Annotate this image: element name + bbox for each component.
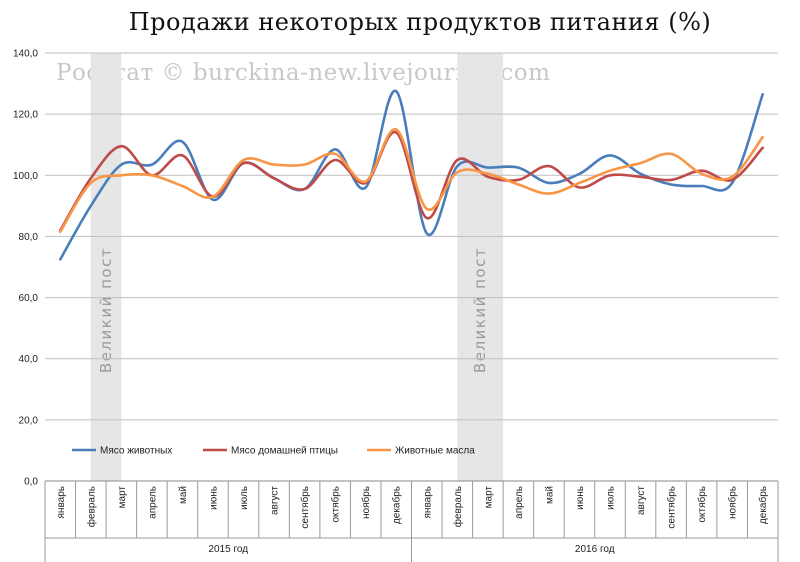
x-tick-label: март xyxy=(483,486,494,509)
x-tick-label: сентябрь xyxy=(666,486,678,529)
x-tick-label: апрель xyxy=(147,486,158,519)
series-lines xyxy=(59,89,764,261)
y-tick-label: 140,0 xyxy=(13,49,38,60)
x-tick-label: декабрь xyxy=(757,486,769,524)
chart-title: Продажи некоторых продуктов питания (%) xyxy=(128,8,712,36)
axes: 0,0 20,0 40,0 60,0 80,0 100,0 120,0 140,0 январь… xyxy=(13,49,779,562)
x-tick-label: август xyxy=(636,486,647,515)
legend-label: Мясо домашней птицы xyxy=(231,446,338,457)
legend-label: Мясо животных xyxy=(100,446,172,457)
x-tick-label: сентябрь xyxy=(299,486,311,529)
x-tick-label: декабрь xyxy=(391,486,403,524)
x-tick-label: июнь xyxy=(208,486,219,510)
year-label: 2015 год xyxy=(208,544,248,555)
series-line-3 xyxy=(59,128,764,234)
x-tick-label: июль xyxy=(606,486,617,510)
series-line-2 xyxy=(59,131,764,232)
lent-band xyxy=(457,53,504,481)
y-tick-label: 0,0 xyxy=(24,477,38,488)
x-tick-label: апрель xyxy=(514,486,525,519)
x-tick-label: октябрь xyxy=(330,486,342,523)
y-tick-label: 100,0 xyxy=(13,171,38,182)
y-tick-label: 40,0 xyxy=(19,354,39,365)
x-tick-label: январь xyxy=(56,486,67,518)
y-tick-label: 60,0 xyxy=(19,293,39,304)
x-tick-label: февраль xyxy=(452,486,464,527)
lent-band-label: Великий пост xyxy=(97,247,115,373)
legend: Мясо животных Мясо домашней птицы Животные… xyxy=(72,446,475,457)
gridlines xyxy=(45,52,778,421)
lent-band xyxy=(90,53,122,481)
x-tick-label: январь xyxy=(422,486,433,518)
x-tick-label: октябрь xyxy=(696,486,708,523)
x-tick-label: июль xyxy=(239,486,250,510)
y-tick-label: 20,0 xyxy=(19,415,39,426)
x-tick-label: май xyxy=(178,486,189,504)
x-tick-label: ноябрь xyxy=(360,486,372,519)
x-tick-label: февраль xyxy=(85,486,97,527)
y-tick-label: 80,0 xyxy=(19,232,39,243)
x-tick-label: июнь xyxy=(575,486,586,510)
x-tick-label: март xyxy=(117,486,128,509)
y-tick-label: 120,0 xyxy=(13,110,38,121)
x-tick-label: ноябрь xyxy=(727,486,739,519)
series-line-1 xyxy=(59,89,764,261)
year-label: 2016 год xyxy=(575,544,615,555)
legend-label: Животные масла xyxy=(395,446,475,457)
x-tick-label: август xyxy=(270,486,281,515)
x-tick-label: май xyxy=(544,486,555,504)
lent-band-label: Великий пост xyxy=(471,247,489,373)
lent-bands: Великий пост Великий пост xyxy=(90,53,504,481)
